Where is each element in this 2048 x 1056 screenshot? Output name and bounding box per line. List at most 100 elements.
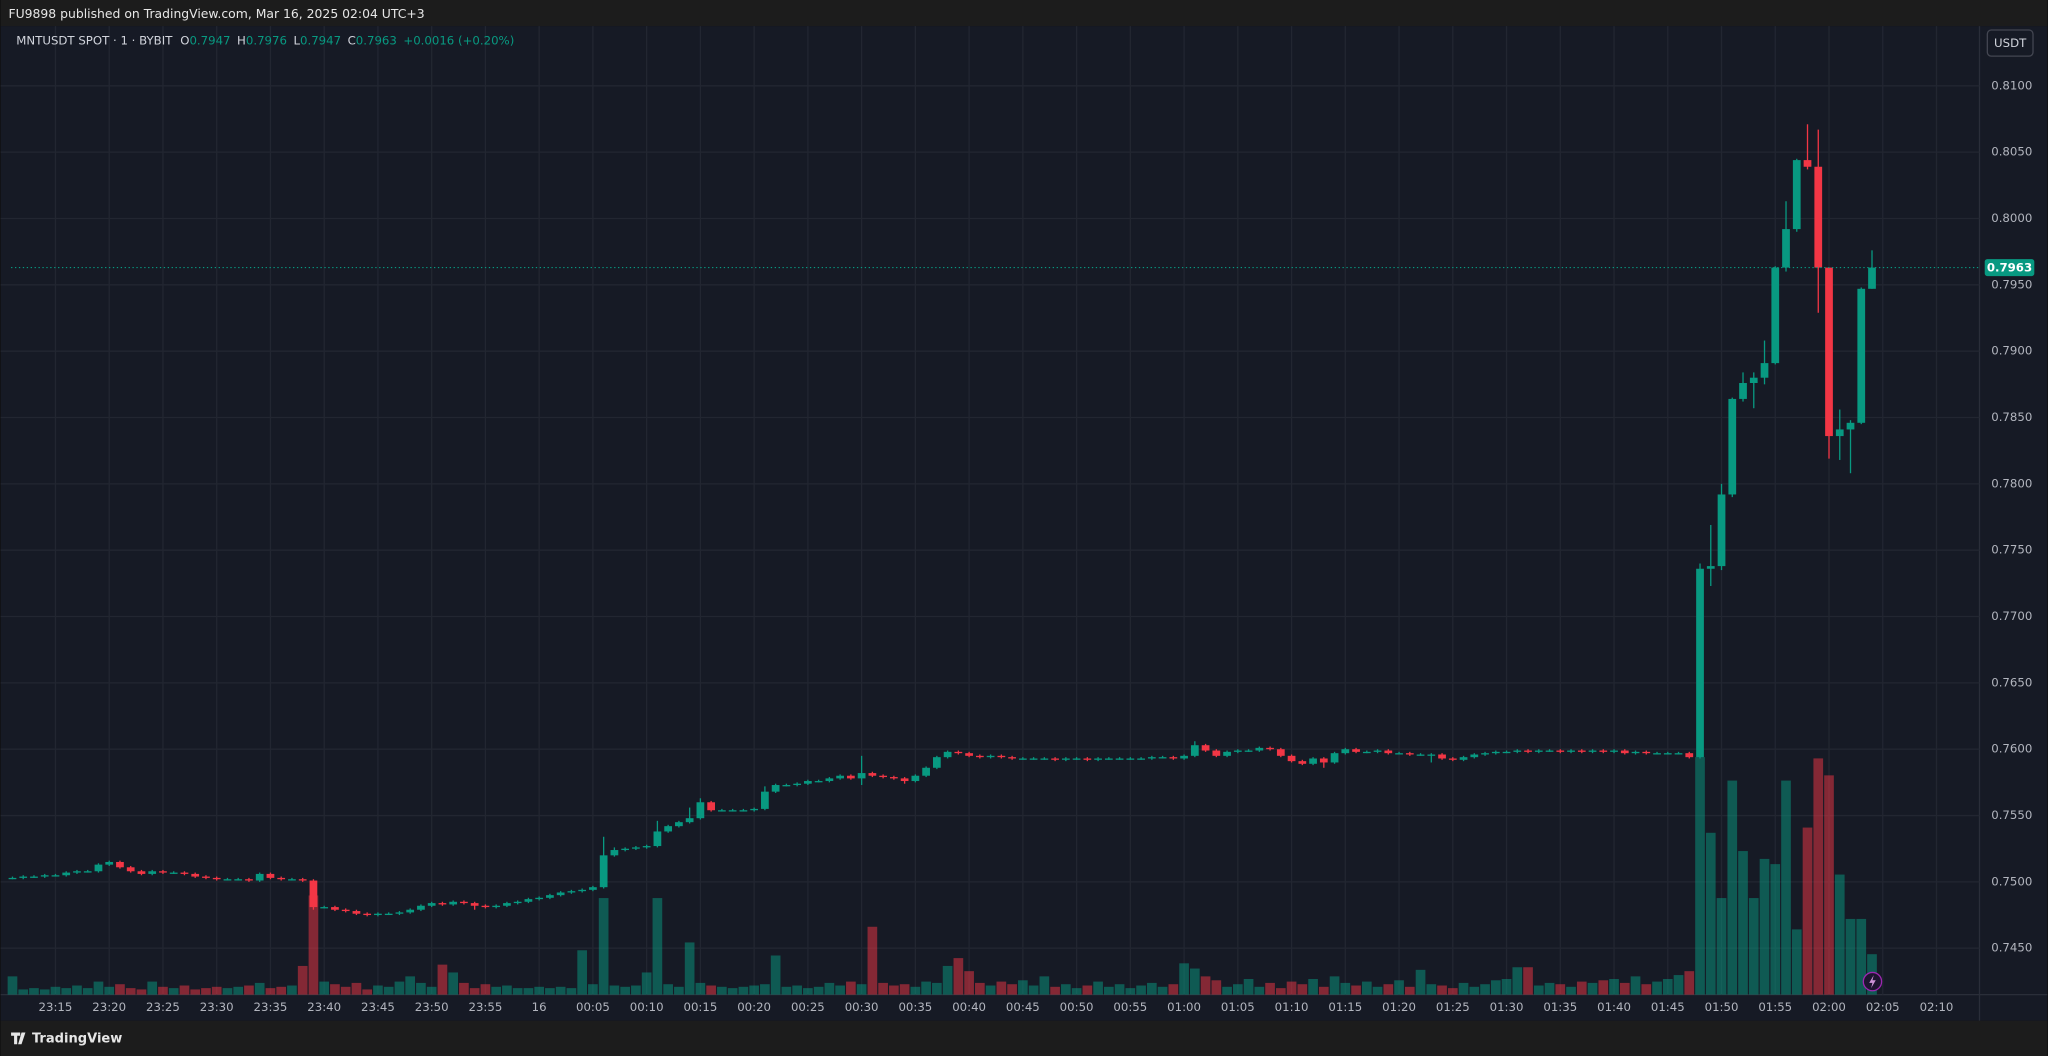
candle-body	[1448, 758, 1457, 760]
volume-bar	[1469, 986, 1480, 995]
high-value: 0.7976	[246, 33, 287, 47]
candle-body	[1158, 757, 1167, 759]
volume-bar	[727, 988, 738, 995]
candle-body	[1416, 754, 1425, 756]
candle-body	[1341, 749, 1350, 754]
volume-bar	[158, 986, 168, 995]
volume-bar	[1566, 986, 1576, 995]
volume-bar	[1114, 984, 1125, 995]
candle-body	[1244, 750, 1253, 752]
volume-bar	[416, 982, 426, 995]
candle-body	[298, 879, 307, 881]
candle-body	[19, 876, 28, 878]
volume-bar	[1318, 986, 1329, 995]
x-tick-label: 00:25	[791, 1000, 825, 1014]
volume-bar	[1845, 918, 1856, 995]
volume-bar	[1308, 978, 1318, 995]
candle-body	[1739, 383, 1747, 399]
candle-body	[460, 901, 468, 904]
volume-bar	[1781, 780, 1791, 995]
candle-body	[1803, 160, 1812, 167]
candle-body	[1362, 751, 1371, 754]
candle-body	[997, 755, 1006, 758]
volume-bar	[985, 985, 996, 995]
candle-body	[1835, 429, 1844, 437]
volume-bar	[910, 986, 921, 995]
x-tick-label: 01:45	[1651, 1000, 1685, 1014]
candle-body	[1180, 755, 1188, 759]
candle-body	[1051, 758, 1059, 760]
candle-body	[320, 907, 329, 909]
volume-bar	[663, 984, 673, 995]
volume-bar	[373, 985, 383, 995]
low-label: L	[293, 33, 300, 47]
candle-body	[1330, 753, 1339, 763]
candle-body	[427, 903, 436, 906]
volume-bar	[856, 984, 867, 995]
candle-body	[739, 810, 748, 812]
candle-body	[234, 879, 243, 881]
x-tick-label: 00:45	[1006, 1000, 1040, 1014]
candle-body	[589, 887, 597, 890]
candle-body	[1545, 750, 1554, 752]
candle-body	[653, 831, 662, 847]
x-tick-label: 01:30	[1490, 1000, 1524, 1014]
candle-body	[245, 879, 253, 881]
volume-bar	[1157, 986, 1168, 995]
currency-label[interactable]: USDT	[1994, 36, 2027, 50]
candle-body	[1631, 751, 1640, 754]
candle-body	[1405, 753, 1414, 755]
candle-body	[1599, 750, 1608, 752]
candle-body	[1513, 750, 1522, 752]
candle-body	[535, 897, 544, 900]
x-tick-label: 01:50	[1705, 1000, 1739, 1014]
candle-body	[1534, 750, 1543, 752]
candle-body	[1524, 750, 1532, 752]
volume-bar	[695, 982, 706, 995]
candle-body	[374, 913, 382, 916]
low-value: 0.7947	[300, 33, 341, 47]
candle-body	[1427, 754, 1436, 756]
candle-body	[1610, 750, 1618, 752]
volume-bar	[448, 972, 459, 995]
candle-body	[341, 909, 350, 912]
x-tick-label: 00:15	[683, 1000, 717, 1014]
volume-bar	[319, 981, 330, 995]
candle-body	[1309, 758, 1317, 764]
volume-bar	[792, 985, 802, 995]
volume-bar	[254, 982, 265, 995]
candle-body	[8, 877, 17, 880]
volume-bar	[1856, 918, 1867, 995]
candle-body	[83, 871, 92, 873]
candle-body	[1094, 758, 1102, 760]
candle-body	[1782, 229, 1790, 268]
candle-body	[1040, 758, 1049, 760]
candle-body	[836, 775, 844, 779]
x-tick-label: 23:35	[254, 1000, 288, 1014]
candle-body	[1083, 758, 1092, 760]
volume-bar	[1189, 968, 1200, 995]
volume-bar	[201, 988, 211, 995]
volume-bar	[72, 985, 82, 995]
volume-bar	[1125, 988, 1136, 995]
volume-bar	[1480, 984, 1490, 995]
volume-bar	[1834, 874, 1845, 995]
currency-button[interactable]	[1986, 29, 2034, 57]
candle-body	[889, 777, 898, 779]
candle-body	[1395, 753, 1403, 755]
candle-body	[277, 877, 286, 880]
candle-body	[1696, 568, 1704, 758]
volume-bar	[426, 986, 437, 995]
candle-body	[51, 875, 60, 877]
candle-body	[1556, 750, 1565, 752]
x-tick-label: 01:55	[1758, 1000, 1792, 1014]
high-label: H	[237, 33, 246, 47]
candle-body	[288, 879, 296, 881]
volume-bar	[480, 984, 491, 995]
volume-bar	[577, 950, 587, 995]
candle-body	[1717, 494, 1726, 567]
volume-bar	[437, 964, 448, 995]
volume-bar	[330, 984, 340, 995]
candle-body	[954, 751, 963, 754]
volume-bar	[233, 986, 244, 995]
